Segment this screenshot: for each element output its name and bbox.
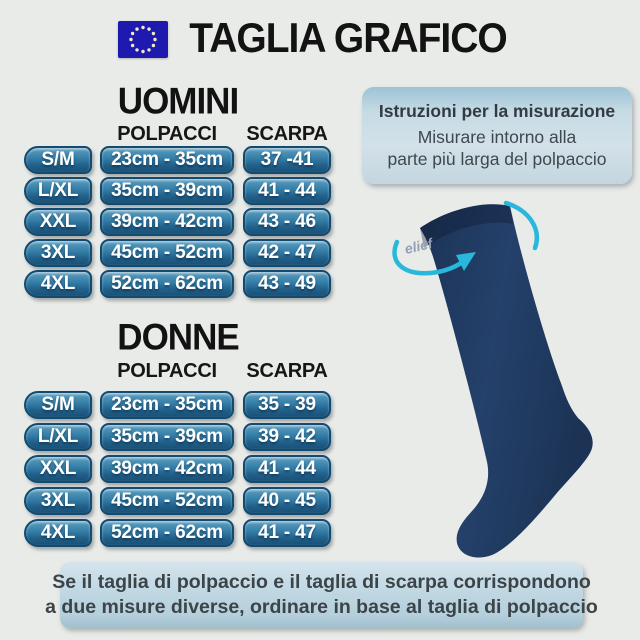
shoe-range-pill: 42 - 47 [243, 239, 331, 267]
calf-range-pill: 39cm - 42cm [100, 455, 234, 483]
calf-range-pill: 23cm - 35cm [100, 391, 234, 419]
table-row: 4XL 52cm - 62cm 43 - 49 [0, 270, 640, 298]
men-calf-column-header: POLPACCI [117, 123, 217, 145]
calf-range-pill: 52cm - 62cm [100, 270, 234, 298]
instructions-text-line1: Misurare intorno alla [417, 126, 577, 147]
measure-arrow-head [456, 252, 476, 271]
sock-shape [420, 204, 593, 558]
calf-range-pill: 45cm - 52cm [100, 239, 234, 267]
calf-range-pill: 52cm - 62cm [100, 519, 234, 547]
footer-note-box: Se il taglia di polpaccio e il taglia di… [45, 562, 598, 628]
size-pill: 4XL [24, 519, 92, 547]
table-row: S/M 23cm - 35cm 35 - 39 [0, 391, 640, 419]
table-row: XXL 39cm - 42cm 41 - 44 [0, 455, 640, 483]
size-pill: 4XL [24, 270, 92, 298]
sock-cuff [420, 204, 513, 248]
instructions-text-line2: parte più larga del polpaccio [387, 149, 607, 169]
size-pill: L/XL [24, 423, 92, 451]
shoe-range-pill: 37 -41 [243, 146, 331, 174]
women-shoe-column-header: SCARPA [246, 360, 328, 382]
eu-flag-icon [118, 21, 168, 58]
shoe-range-pill: 43 - 49 [243, 270, 331, 298]
table-row: L/XL 35cm - 39cm 39 - 42 [0, 423, 640, 451]
size-pill: XXL [24, 208, 92, 236]
calf-range-pill: 39cm - 42cm [100, 208, 234, 236]
shoe-range-pill: 41 - 44 [243, 177, 331, 205]
shoe-range-pill: 35 - 39 [243, 391, 331, 419]
shoe-range-pill: 43 - 46 [243, 208, 331, 236]
size-pill: 3XL [24, 239, 92, 267]
shoe-range-pill: 41 - 44 [243, 455, 331, 483]
measuring-instructions-box: Istruzioni per la misurazione Misurare i… [362, 87, 632, 184]
table-row: L/XL 35cm - 39cm 41 - 44 [0, 177, 640, 205]
calf-range-pill: 45cm - 52cm [100, 487, 234, 515]
shoe-range-pill: 39 - 42 [243, 423, 331, 451]
women-section-title: DONNE [117, 317, 239, 358]
calf-range-pill: 23cm - 35cm [100, 146, 234, 174]
calf-range-pill: 35cm - 39cm [100, 423, 234, 451]
page-title: TAGLIA GRAFICO [189, 15, 507, 62]
size-pill: 3XL [24, 487, 92, 515]
measure-arrow-back-arc [503, 200, 539, 251]
size-pill: S/M [24, 391, 92, 419]
calf-range-pill: 35cm - 39cm [100, 177, 234, 205]
shoe-range-pill: 40 - 45 [243, 487, 331, 515]
size-pill: L/XL [24, 177, 92, 205]
men-shoe-column-header: SCARPA [246, 123, 328, 145]
measure-arrow-front-arc [392, 239, 464, 276]
shoe-range-pill: 41 - 47 [243, 519, 331, 547]
table-row: 3XL 45cm - 52cm 40 - 45 [0, 487, 640, 515]
women-calf-column-header: POLPACCI [117, 360, 217, 382]
footer-text-line1: Se il taglia di polpaccio e il taglia di… [52, 570, 591, 593]
men-section-title: UOMINI [117, 81, 239, 122]
instructions-title: Istruzioni per la misurazione [378, 100, 616, 121]
table-row: XXL 39cm - 42cm 43 - 46 [0, 208, 640, 236]
size-pill: XXL [24, 455, 92, 483]
sock-illustration: elief [392, 200, 593, 558]
footer-text-line2: a due misure diverse, ordinare in base a… [45, 596, 598, 618]
sock-brand-text: elief [403, 235, 435, 257]
size-pill: S/M [24, 146, 92, 174]
table-row: S/M 23cm - 35cm 37 -41 [0, 146, 640, 174]
table-row: 3XL 45cm - 52cm 42 - 47 [0, 239, 640, 267]
table-row: 4XL 52cm - 62cm 41 - 47 [0, 519, 640, 547]
